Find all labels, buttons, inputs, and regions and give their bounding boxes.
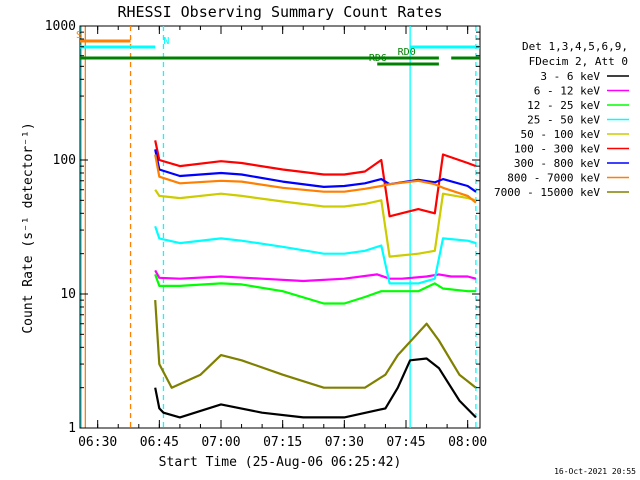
footer-timestamp: 16-Oct-2021 20:55 <box>554 467 636 476</box>
legend-header-line-1: Det 1,3,4,5,6,9, <box>522 40 628 53</box>
x-tick-label: 07:45 <box>386 435 425 450</box>
x-tick-label: 07:30 <box>325 435 364 450</box>
series-line <box>154 149 477 193</box>
legend-entry-label: 7000 - 15000 keV <box>494 186 600 199</box>
series-lines <box>154 140 477 419</box>
status-bar-label: N <box>163 36 169 47</box>
series-line <box>154 274 476 305</box>
x-tick-label: 06:45 <box>140 435 179 450</box>
series-line <box>154 154 477 204</box>
y-tick-label: 1000 <box>45 19 76 34</box>
series-line <box>154 269 477 283</box>
y-tick-label: 1 <box>68 421 76 436</box>
status-bar-label: RD0 <box>398 47 416 58</box>
status-bar-label: RD6 <box>369 53 387 64</box>
legend-entry-label: 800 - 7000 keV <box>507 172 600 185</box>
series-line <box>154 189 477 258</box>
y-tick-label: 100 <box>53 153 76 168</box>
plot-area <box>79 25 481 429</box>
status-bars: S N RD0 RD6 <box>76 30 480 66</box>
legend-header-line-2: FDecim 2, Att 0 <box>529 55 628 68</box>
chart-title: RHESSI Observing Summary Count Rates <box>117 3 442 21</box>
x-tick-label: 08:00 <box>448 435 487 450</box>
legend-entry-label: 300 - 800 keV <box>514 157 600 170</box>
x-tick-label: 06:30 <box>78 435 117 450</box>
y-axis: 1 10 100 1000 <box>45 19 480 436</box>
x-tick-label: 07:15 <box>263 435 302 450</box>
series-line <box>154 140 477 218</box>
series-line <box>154 357 477 419</box>
legend-entry-label: 25 - 50 keV <box>527 114 600 127</box>
legend-entry-label: 12 - 25 keV <box>527 99 600 112</box>
y-tick-label: 10 <box>60 287 76 302</box>
plot-frame <box>79 25 481 429</box>
x-tick-label: 07:00 <box>201 435 240 450</box>
status-bar-label: S <box>76 30 82 41</box>
legend-entry-label: 100 - 300 keV <box>514 143 600 156</box>
series-line <box>154 300 477 389</box>
legend-entry-label: 6 - 12 keV <box>534 85 601 98</box>
legend: Det 1,3,4,5,6,9, FDecim 2, Att 0 3 - 6 k… <box>494 40 629 199</box>
x-axis: 06:30 06:45 07:00 07:15 07:30 07:45 08:00 <box>78 26 487 450</box>
series-line <box>154 225 477 285</box>
vertical-markers <box>80 26 477 428</box>
legend-entry-label: 3 - 6 keV <box>540 70 600 83</box>
x-axis-label: Start Time (25-Aug-06 06:25:42) <box>159 455 402 470</box>
y-axis-label: Count Rate (s⁻¹ detector⁻¹) <box>21 122 36 333</box>
legend-entry-label: 50 - 100 keV <box>521 128 601 141</box>
